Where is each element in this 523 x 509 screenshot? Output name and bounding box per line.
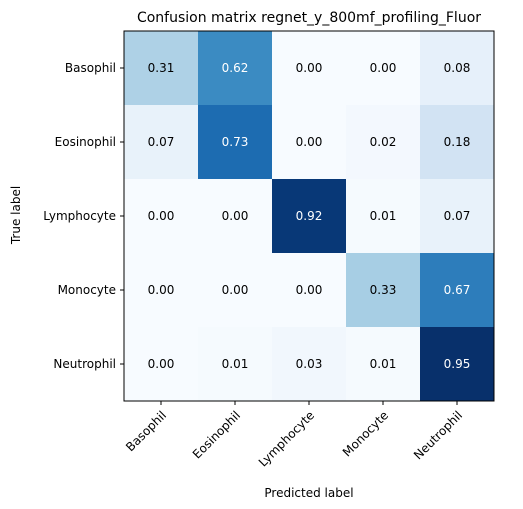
cell-value-label: 0.02 [370, 135, 397, 149]
heatmap-cell [272, 253, 346, 327]
x-tick-label: Neutrophil [411, 408, 465, 462]
cell-value-label: 0.07 [148, 135, 175, 149]
y-axis-label: True label [9, 186, 23, 245]
cell-value-label: 0.95 [444, 357, 471, 371]
cell-value-label: 0.03 [296, 357, 323, 371]
cell-value-label: 0.01 [370, 209, 397, 223]
x-axis-label: Predicted label [264, 486, 353, 500]
heatmap-cell [198, 327, 272, 401]
cell-value-label: 0.18 [444, 135, 471, 149]
cell-value-label: 0.00 [148, 283, 175, 297]
x-tick-label: Eosinophil [190, 408, 243, 461]
heatmap-cell [420, 253, 494, 327]
heatmap-cell [420, 179, 494, 253]
heatmap-cell [124, 105, 198, 179]
heatmap-cell [198, 179, 272, 253]
heatmap-cell [346, 179, 420, 253]
heatmap-cell [420, 105, 494, 179]
heatmap-cell [272, 179, 346, 253]
cell-value-label: 0.00 [296, 283, 323, 297]
chart-title: Confusion matrix regnet_y_800mf_profilin… [137, 10, 481, 26]
y-tick-label: Basophil [65, 61, 116, 75]
y-tick-label: Neutrophil [53, 357, 116, 371]
cell-value-label: 0.33 [370, 283, 397, 297]
heatmap-cell [124, 31, 198, 105]
cell-value-label: 0.00 [148, 209, 175, 223]
cell-value-label: 0.00 [296, 61, 323, 75]
x-axis-ticks: Basophil Eosinophil Lymphocyte Monocyte Neut… [123, 401, 465, 470]
cell-value-labels: 0.31 0.62 0.00 0.00 0.08 0.07 0.73 0.00 0.02 0.18… [148, 61, 471, 371]
cell-value-label: 0.08 [444, 61, 471, 75]
cell-value-label: 0.00 [370, 61, 397, 75]
heatmap-cell [124, 327, 198, 401]
cell-value-label: 0.00 [148, 357, 175, 371]
cell-value-label: 0.01 [222, 357, 249, 371]
heatmap-cell [420, 327, 494, 401]
heatmap-cell [272, 327, 346, 401]
heatmap-cell [198, 31, 272, 105]
heatmap-cell [420, 31, 494, 105]
y-tick-label: Eosinophil [55, 135, 116, 149]
y-tick-label: Monocyte [58, 283, 116, 297]
heatmap-cell [272, 31, 346, 105]
cell-value-label: 0.73 [222, 135, 249, 149]
heatmap-cell [198, 105, 272, 179]
cell-value-label: 0.00 [222, 283, 249, 297]
cell-value-label: 0.62 [222, 61, 249, 75]
cell-value-label: 0.67 [444, 283, 471, 297]
cell-value-label: 0.01 [370, 357, 397, 371]
heatmap-cell [346, 31, 420, 105]
y-axis-ticks: Basophil Eosinophil Lymphocyte Monocyte Neut… [43, 61, 124, 371]
heatmap-cells [124, 31, 494, 401]
y-tick-label: Lymphocyte [43, 209, 116, 223]
cell-value-label: 0.00 [296, 135, 323, 149]
cell-value-label: 0.31 [148, 61, 175, 75]
x-tick-label: Basophil [123, 408, 169, 454]
x-tick-label: Lymphocyte [256, 408, 317, 469]
heatmap-cell [124, 253, 198, 327]
cell-value-label: 0.07 [444, 209, 471, 223]
heatmap-cell [346, 253, 420, 327]
heatmap-cell [272, 105, 346, 179]
x-tick-label: Monocyte [340, 408, 391, 459]
heatmap-cell [346, 327, 420, 401]
heatmap-cell [198, 253, 272, 327]
heatmap-cell [346, 105, 420, 179]
cell-value-label: 0.00 [222, 209, 249, 223]
heatmap-cell [124, 179, 198, 253]
cell-value-label: 0.92 [296, 209, 323, 223]
